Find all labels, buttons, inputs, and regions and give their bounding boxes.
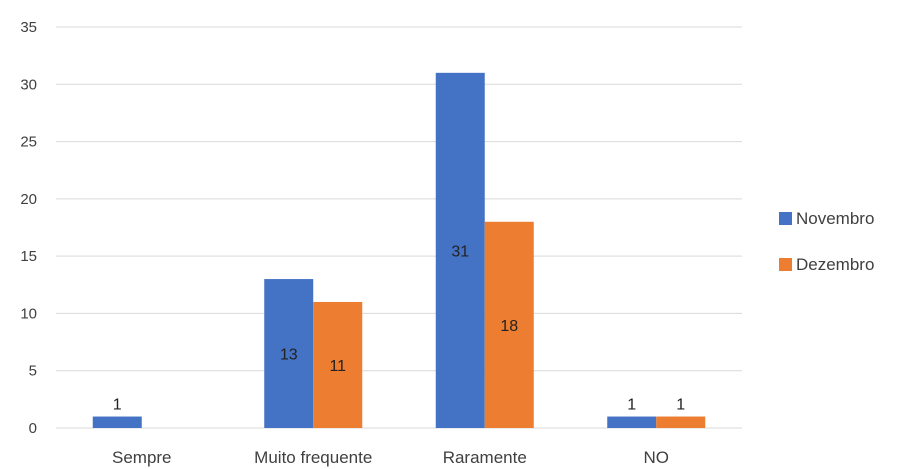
bars: [92, 72, 706, 428]
y-tick-label: 5: [29, 363, 37, 380]
x-axis: Sempre Muito frequente Raramente NO: [112, 448, 669, 467]
data-label: 1: [113, 397, 122, 414]
data-label: 13: [280, 347, 298, 364]
data-label: 18: [500, 318, 518, 335]
y-tick-label: 0: [29, 420, 37, 437]
x-category-label: Muito frequente: [254, 448, 372, 467]
y-tick-label: 10: [20, 305, 37, 322]
legend: Novembro Dezembro: [779, 209, 874, 274]
y-tick-label: 25: [20, 134, 37, 151]
x-category-label: NO: [644, 448, 670, 467]
bar-dezembro-4: [656, 416, 706, 428]
gridlines: [56, 26, 742, 429]
bar-novembro-2: [264, 279, 314, 428]
bar-dezembro-3: [484, 221, 534, 428]
legend-swatch: [779, 212, 792, 225]
y-tick-label: 20: [20, 191, 37, 208]
data-label: 1: [627, 397, 636, 414]
y-tick-label: 35: [20, 19, 37, 36]
x-category-label: Raramente: [443, 448, 527, 467]
data-label: 1: [676, 397, 685, 414]
y-tick-label: 15: [20, 248, 37, 265]
y-axis: 0 5 10 15 20 25 30 35: [20, 19, 37, 437]
legend-label: Dezembro: [796, 255, 874, 274]
legend-label: Novembro: [796, 209, 874, 228]
data-label: 31: [451, 243, 469, 260]
legend-swatch: [779, 258, 792, 271]
data-label: 11: [329, 358, 346, 375]
bar-novembro-3: [435, 72, 485, 428]
x-category-label: Sempre: [112, 448, 172, 467]
bar-novembro-1: [92, 416, 142, 428]
y-tick-label: 30: [20, 76, 37, 93]
bar-novembro-4: [607, 416, 657, 428]
bar-dezembro-2: [313, 301, 363, 428]
